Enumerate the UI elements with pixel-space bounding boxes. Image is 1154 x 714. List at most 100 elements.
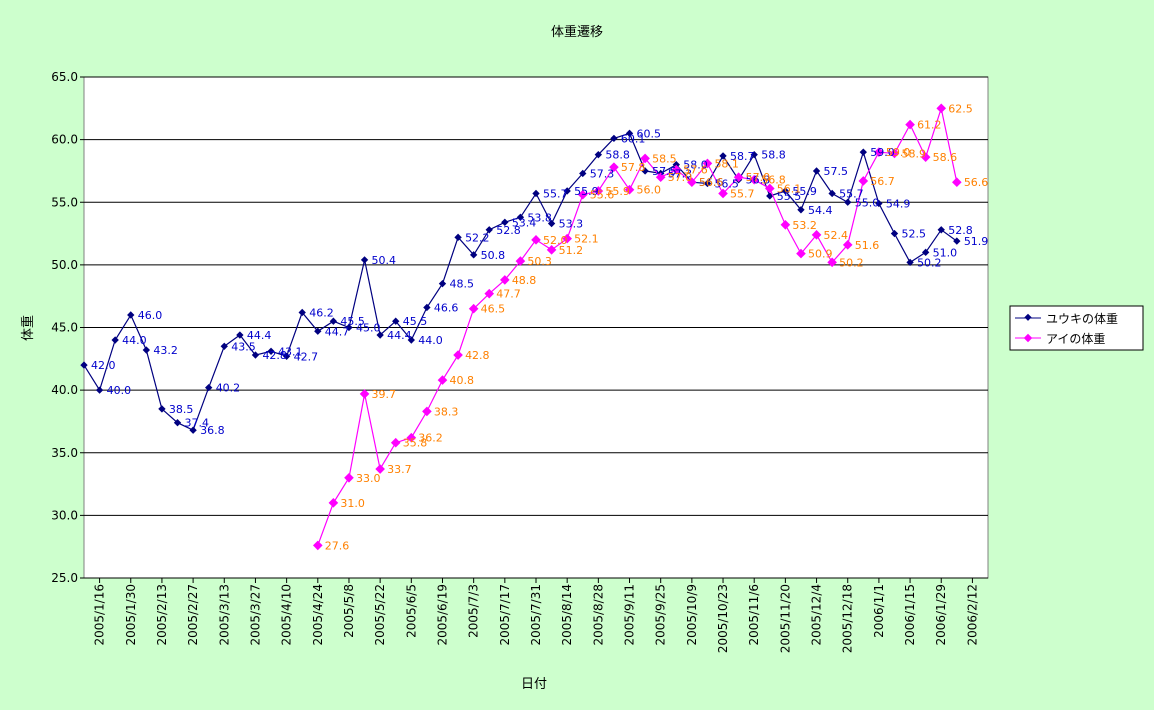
data-point [173,419,182,427]
data-point [796,248,806,259]
data-point [360,256,369,264]
series-line-ai [317,105,958,546]
data-point [719,152,727,160]
data-label: 52.8 [496,224,521,237]
data-label: 55.0 [855,196,880,209]
data-point [423,303,431,312]
data-label: 55.7 [730,187,755,200]
data-label: 53.2 [792,219,817,232]
data-point [577,189,588,200]
data-point [921,248,930,257]
data-label: 56.5 [714,177,739,190]
data-label: 38.3 [434,405,459,418]
legend-label-yuuki: ユウキの体重 [1046,312,1118,326]
data-point [828,189,836,198]
y-tick-label: 45.0 [51,321,78,335]
data-label: 59.0 [886,146,911,159]
data-label: 57.8 [621,161,646,174]
legend-box [1009,305,1144,351]
data-label: 55.9 [792,185,817,198]
data-point [889,148,900,159]
data-point [827,257,837,268]
data-label: 55.7 [839,187,864,200]
data-point [641,167,649,175]
data-label: 46.2 [309,306,334,319]
data-point [625,129,634,138]
data-label: 57.5 [824,165,849,178]
x-tick-label: 2005/8/14 [560,584,574,646]
data-label: 43.5 [231,340,256,353]
data-label: 48.8 [512,274,537,287]
data-label: 44.0 [418,334,443,347]
data-point [859,148,867,156]
data-label: 53.3 [559,218,584,231]
data-label: 58.1 [714,157,739,170]
x-tick-label: 2005/3/13 [217,584,231,646]
data-point [811,230,822,240]
y-tick-label: 30.0 [51,508,78,522]
data-point [531,235,541,245]
data-point [906,258,914,267]
data-label: 33.0 [356,472,381,485]
data-point [484,288,495,299]
data-label: 55.6 [590,189,615,202]
data-label: 50.8 [481,249,506,262]
data-label: 50.2 [839,256,864,269]
data-label: 46.0 [138,309,163,322]
x-tick-label: 2005/2/27 [186,584,200,646]
data-point [780,219,791,230]
x-tick-label: 2005/3/27 [248,584,262,646]
data-point [797,206,805,214]
x-tick-label: 2005/9/25 [654,584,668,646]
x-tick-label: 2006/2/12 [965,584,979,646]
data-label: 50.9 [808,248,833,261]
data-label: 52.0 [543,234,568,247]
data-point [920,152,931,162]
x-tick-label: 2005/12/4 [810,584,824,646]
data-point [376,331,384,339]
data-label: 52.5 [901,228,926,241]
legend-marker-ai [1023,333,1033,343]
data-label: 56.8 [746,174,771,187]
x-tick-label: 2005/4/24 [311,584,325,646]
data-label: 51.6 [855,239,880,252]
data-label: 58.8 [761,149,786,162]
y-tick-label: 55.0 [51,195,78,209]
data-label: 47.7 [496,288,521,301]
x-tick-label: 2005/10/23 [716,584,730,653]
data-label: 43.2 [153,344,178,357]
y-tick-label: 60.0 [51,133,78,147]
data-label: 58.0 [683,159,708,172]
data-point [158,405,166,413]
data-point [672,160,680,169]
data-label: 57.0 [746,171,771,184]
data-point [422,406,432,417]
x-tick-label: 2006/1/1 [872,584,886,638]
data-point [844,198,852,206]
data-point [875,199,883,208]
data-point [546,245,557,255]
data-label: 42.7 [294,350,319,363]
data-label: 45.5 [340,315,365,328]
data-point [953,237,961,245]
y-tick-label: 65.0 [51,70,78,84]
x-tick-label: 2005/1/16 [93,584,107,646]
data-label: 56.6 [699,176,724,189]
y-axis-ticks: 25.0 30.0 35.0 40.0 45.0 50.0 55.0 60.0 65.0 [51,70,84,585]
data-label: 56.6 [699,176,724,189]
data-label: 52.4 [824,229,849,242]
data-labels: 42.0 40.0 44.0 46.0 43.2 38.537.436.8 40.2 43.5… [91,102,988,552]
chart-title: 体重遷移 [551,24,603,40]
x-tick-label: 2005/7/31 [529,584,543,646]
data-label: 51.0 [933,246,958,259]
data-point [469,251,478,259]
data-point [764,183,775,194]
data-point [687,177,697,188]
data-point [220,342,228,350]
data-label: 40.8 [449,374,474,387]
data-label: 56.0 [637,184,662,197]
data-label: 62.5 [948,102,973,115]
data-point [812,167,821,175]
x-tick-label: 2005/2/13 [155,584,169,646]
data-point [298,308,306,317]
